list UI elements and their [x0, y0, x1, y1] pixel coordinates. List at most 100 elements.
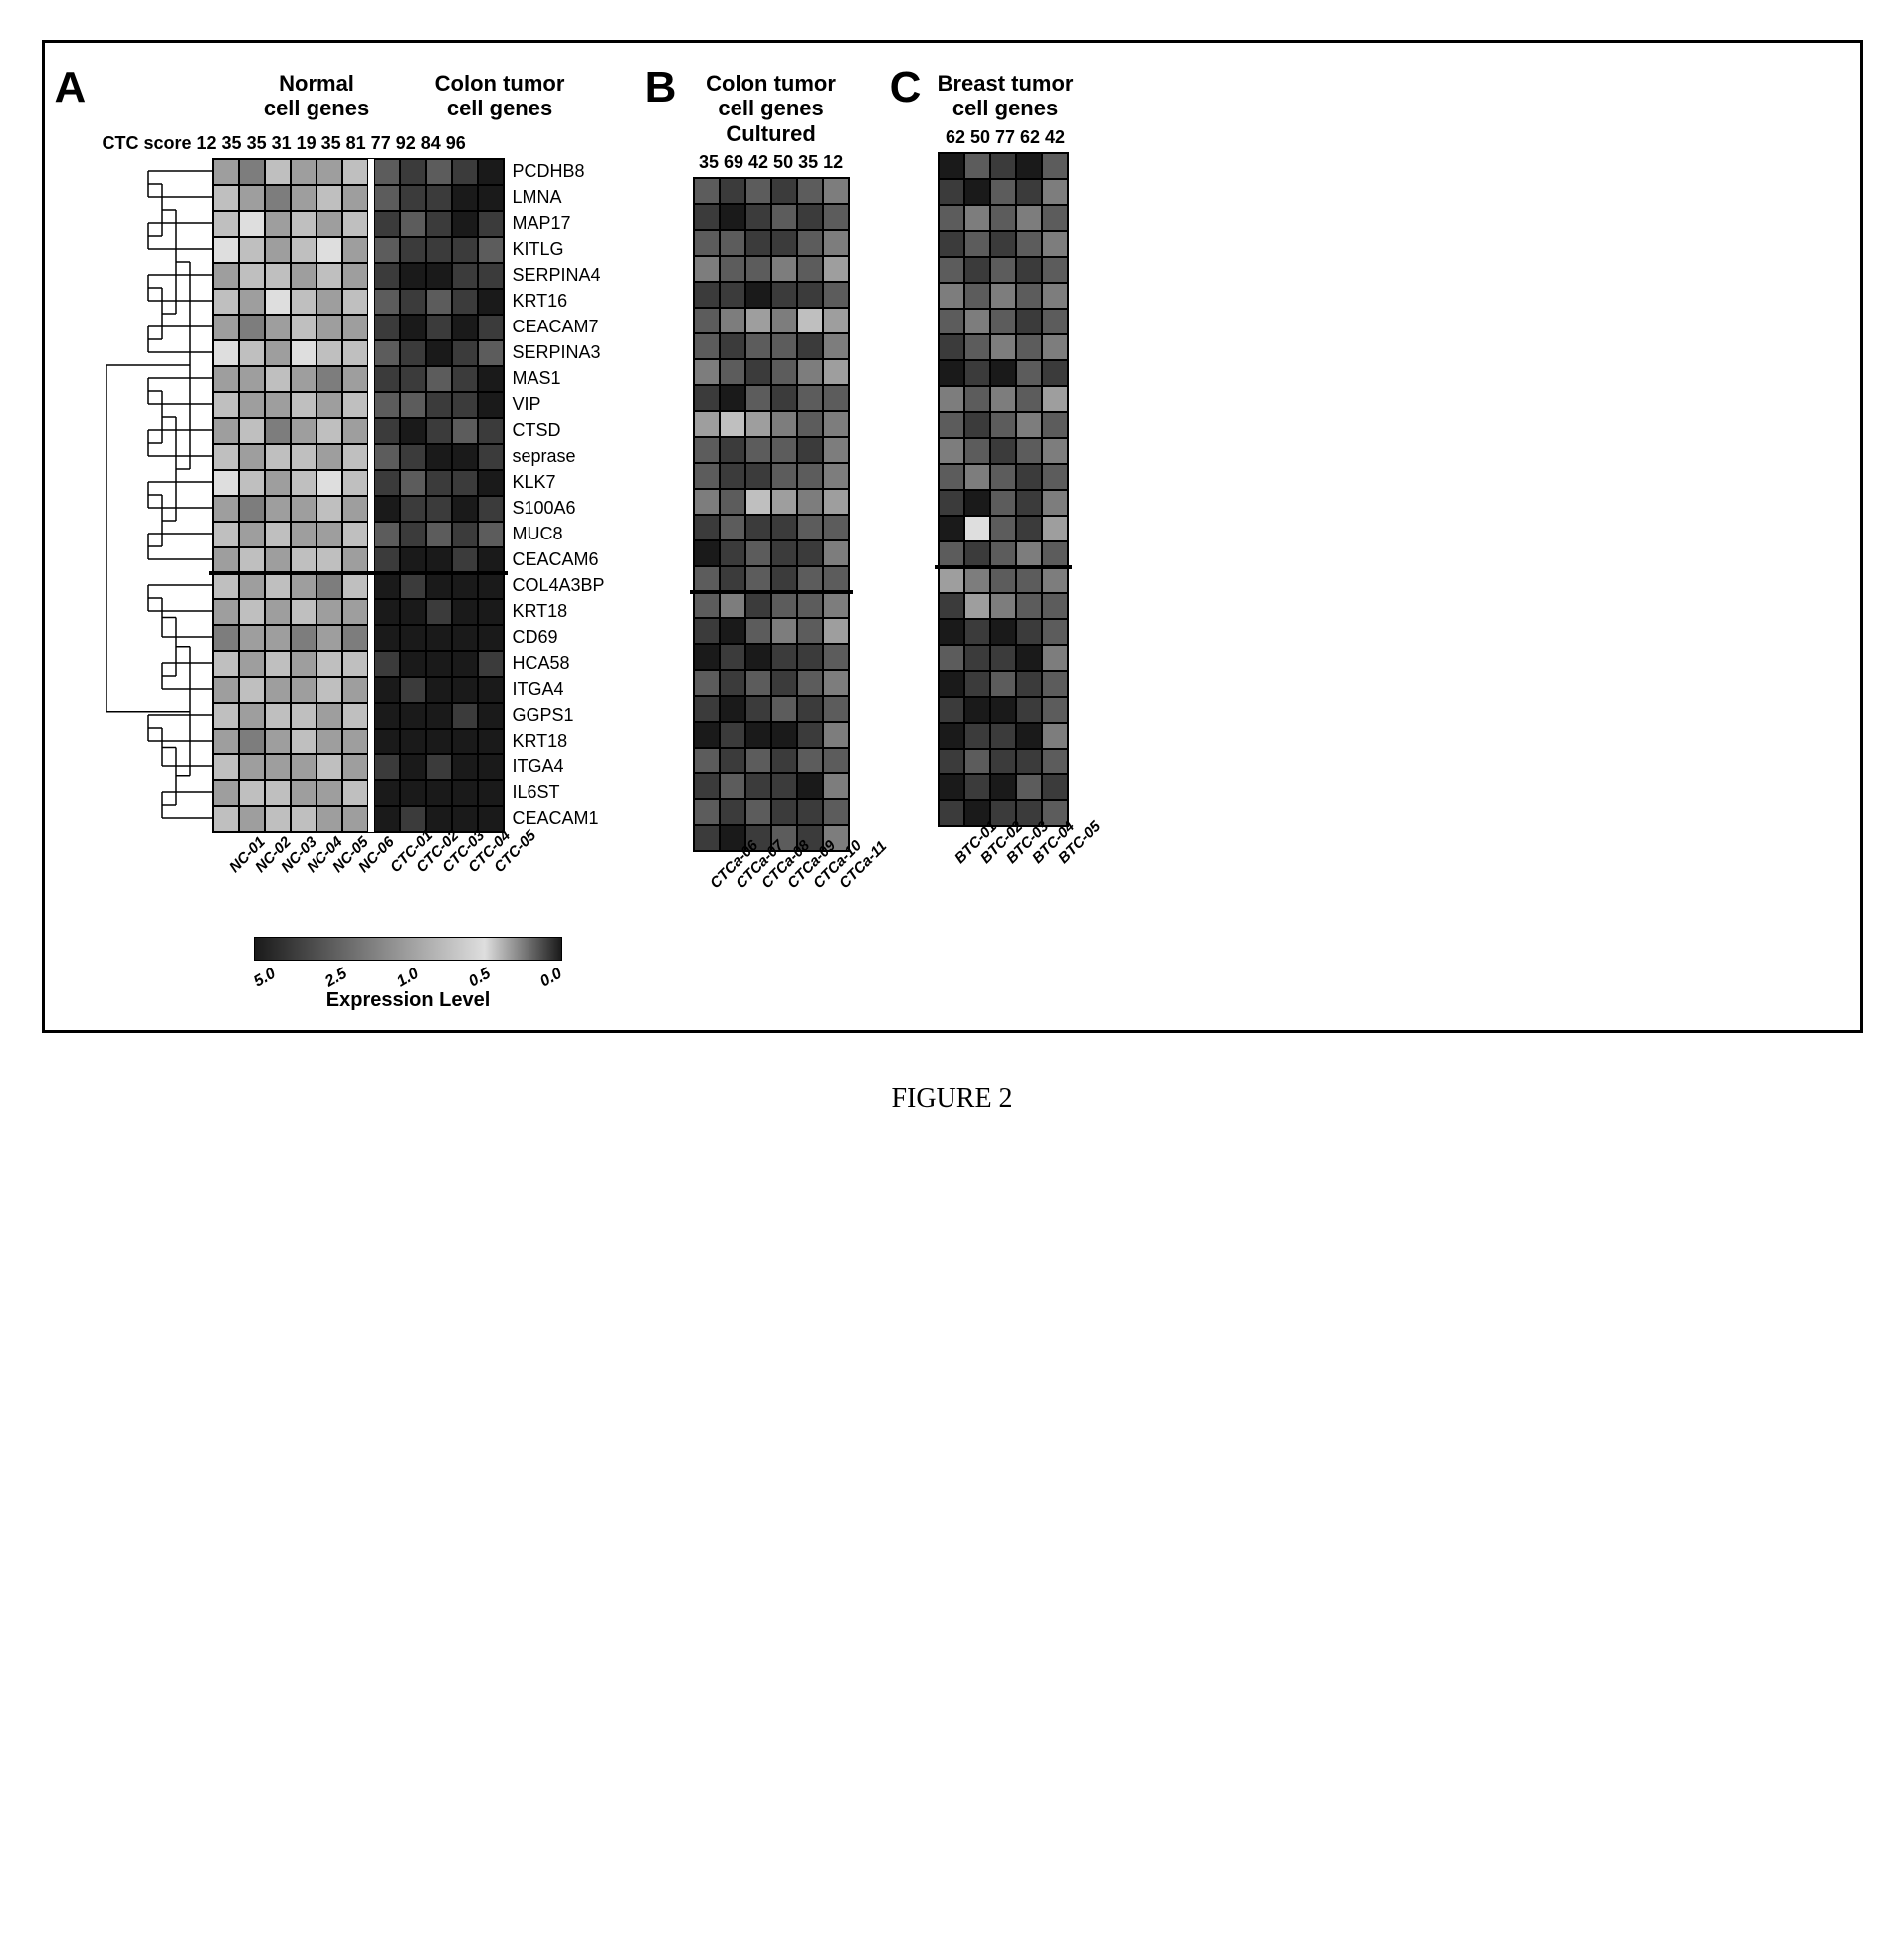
heatmap-cell: [771, 308, 797, 333]
heatmap-cell: [964, 541, 990, 567]
heatmap-cell: [797, 411, 823, 437]
heatmap-cell: [291, 392, 317, 418]
heatmap-cell: [291, 159, 317, 185]
heatmap-cell: [374, 780, 400, 806]
heatmap-cell: [426, 444, 452, 470]
gene-label: IL6ST: [513, 779, 605, 805]
heatmap-cell: [317, 547, 342, 573]
heatmap-cell: [720, 178, 745, 204]
heatmap-cell: [720, 515, 745, 540]
heatmap-cell: [374, 263, 400, 289]
heatmap-cell: [823, 618, 849, 644]
heatmap-cell: [990, 438, 1016, 464]
heatmap-cell: [317, 366, 342, 392]
heatmap-cell: [797, 773, 823, 799]
heatmap-cell: [964, 464, 990, 490]
heatmap-cell: [478, 573, 504, 599]
heatmap-cell: [452, 599, 478, 625]
heatmap-cell: [213, 703, 239, 729]
heatmap-cell: [823, 696, 849, 722]
heatmap-cell: [213, 573, 239, 599]
heatmap-cell: [452, 444, 478, 470]
heatmap-cell: [213, 754, 239, 780]
heatmap-cell: [426, 496, 452, 522]
heatmap-cell: [720, 463, 745, 489]
heatmap-cell: [1016, 490, 1042, 516]
gene-label: CTSD: [513, 417, 605, 443]
gene-label: COL4A3BP: [513, 572, 605, 598]
panel-a-heatmap-assembly: PCDHB8LMNAMAP17KITLGSERPINA4KRT16CEACAM7…: [103, 158, 605, 836]
heatmap-cell: [291, 263, 317, 289]
heatmap-cell: [694, 748, 720, 773]
heatmap-cell: [823, 282, 849, 308]
colorbar-tick: 2.5: [322, 965, 350, 991]
heatmap-cell: [265, 496, 291, 522]
heatmap-cell: [745, 696, 771, 722]
heatmap-cell: [452, 418, 478, 444]
heatmap-cell: [823, 489, 849, 515]
heatmap-cell: [720, 437, 745, 463]
heatmap-cell: [990, 464, 1016, 490]
heatmap-cell: [771, 515, 797, 540]
heatmap-cell: [265, 547, 291, 573]
heatmap-cell: [1016, 205, 1042, 231]
heatmap-cell: [939, 541, 964, 567]
heatmap-cell: [990, 671, 1016, 697]
colorbar-label: Expression Level: [212, 989, 605, 1012]
heatmap-cell: [1016, 541, 1042, 567]
heatmap-cell: [291, 366, 317, 392]
heatmap-cell: [426, 185, 452, 211]
heatmap-cell: [400, 392, 426, 418]
heatmap-cell: [265, 340, 291, 366]
heatmap-cell: [291, 547, 317, 573]
heatmap-cell: [239, 211, 265, 237]
heatmap-cell: [720, 799, 745, 825]
heatmap-cell: [426, 366, 452, 392]
heatmap-cell: [964, 153, 990, 179]
heatmap-cell: [990, 490, 1016, 516]
heatmap-cell: [797, 696, 823, 722]
heatmap-cell: [400, 729, 426, 754]
heatmap-cell: [745, 722, 771, 748]
heatmap-cell: [939, 516, 964, 541]
heatmap-cell: [452, 496, 478, 522]
heatmap-cell: [265, 263, 291, 289]
heatmap-cell: [478, 651, 504, 677]
heatmap-cell: [745, 282, 771, 308]
heatmap-cell: [964, 412, 990, 438]
heatmap-cell: [291, 573, 317, 599]
heatmap-cell: [374, 211, 400, 237]
colorbar: [254, 937, 562, 961]
heatmap-cell: [823, 773, 849, 799]
heatmap-cell: [374, 806, 400, 832]
figure-caption: FIGURE 2: [40, 1083, 1864, 1115]
gene-label: SERPINA3: [513, 339, 605, 365]
heatmap-cell: [452, 211, 478, 237]
heatmap-cell: [720, 566, 745, 592]
heatmap-cell: [213, 547, 239, 573]
heatmap-cell: [1042, 283, 1068, 309]
heatmap-cell: [990, 257, 1016, 283]
heatmap-cell: [694, 722, 720, 748]
heatmap-cell: [797, 799, 823, 825]
heatmap-cell: [745, 515, 771, 540]
heatmap-cell: [452, 289, 478, 315]
heatmap-cell: [478, 185, 504, 211]
heatmap-cell: [797, 670, 823, 696]
panel-b: B Colon tumorcell genesCultured 35 69 42…: [653, 71, 850, 873]
heatmap-cell: [478, 340, 504, 366]
heatmap-cell: [400, 315, 426, 340]
gene-label: CEACAM7: [513, 314, 605, 339]
heatmap-cell: [265, 806, 291, 832]
heatmap-cell: [400, 263, 426, 289]
heatmap-cell: [342, 625, 368, 651]
heatmap-cell: [317, 599, 342, 625]
heatmap-cell: [823, 437, 849, 463]
heatmap-cell: [426, 625, 452, 651]
panel-letter-c: C: [890, 63, 922, 112]
heatmap-cell: [797, 437, 823, 463]
heatmap-cell: [990, 334, 1016, 360]
heatmap-cell: [213, 625, 239, 651]
heatmap-cell: [239, 651, 265, 677]
heatmap-cell: [771, 748, 797, 773]
